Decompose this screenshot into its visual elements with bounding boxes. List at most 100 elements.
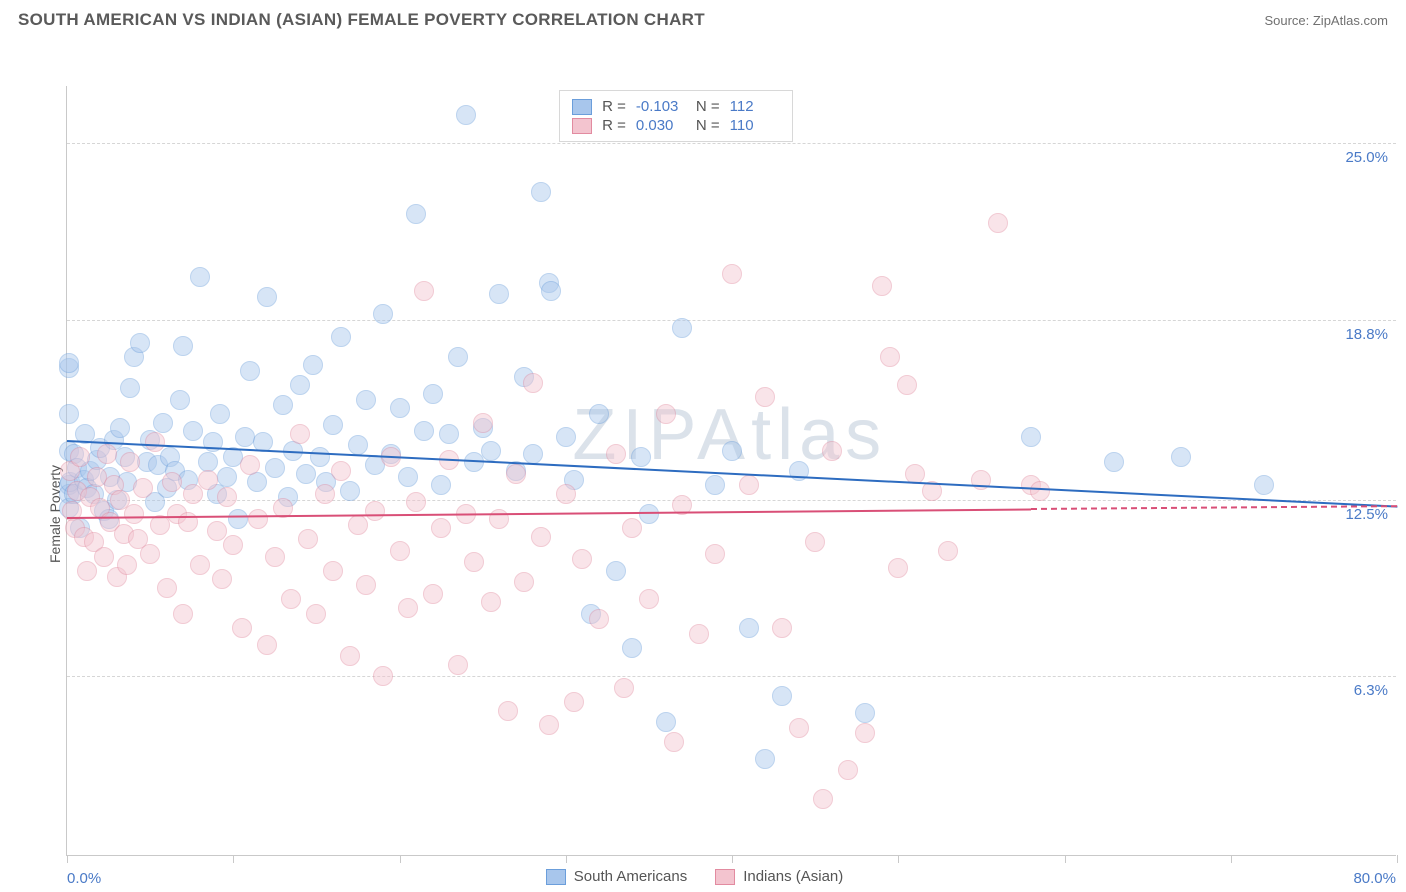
data-point — [755, 387, 775, 407]
data-point — [838, 760, 858, 780]
legend-label: Indians (Asian) — [743, 868, 843, 885]
stat-n-value: 112 — [730, 98, 780, 115]
stat-r-value: -0.103 — [636, 98, 686, 115]
data-point — [622, 638, 642, 658]
data-point — [406, 492, 426, 512]
data-point — [523, 444, 543, 464]
data-point — [210, 404, 230, 424]
x-axis-label-min: 0.0% — [67, 870, 101, 887]
data-point — [722, 441, 742, 461]
data-point — [464, 552, 484, 572]
data-point — [589, 404, 609, 424]
data-point — [880, 347, 900, 367]
stat-r-label: R = — [602, 117, 626, 134]
data-point — [298, 529, 318, 549]
data-point — [340, 481, 360, 501]
data-point — [212, 569, 232, 589]
data-point — [639, 589, 659, 609]
x-axis-label-max: 80.0% — [1353, 870, 1396, 887]
data-point — [162, 472, 182, 492]
data-point — [331, 327, 351, 347]
data-point — [531, 527, 551, 547]
data-point — [315, 484, 335, 504]
y-tick-label: 12.5% — [1345, 506, 1388, 523]
data-point — [157, 578, 177, 598]
data-point — [247, 472, 267, 492]
trend-line-extrapolated — [1031, 505, 1397, 510]
data-point — [281, 589, 301, 609]
chart-title: SOUTH AMERICAN VS INDIAN (ASIAN) FEMALE … — [18, 10, 705, 30]
data-point — [265, 547, 285, 567]
data-point — [94, 547, 114, 567]
data-point — [59, 353, 79, 373]
legend-item: Indians (Asian) — [715, 868, 843, 885]
stat-n-value: 110 — [730, 117, 780, 134]
stat-r-label: R = — [602, 98, 626, 115]
legend-swatch — [546, 869, 566, 885]
x-tick — [1397, 855, 1398, 863]
data-point — [414, 421, 434, 441]
data-point — [805, 532, 825, 552]
data-point — [257, 287, 277, 307]
data-point — [248, 509, 268, 529]
gridline — [67, 143, 1396, 144]
data-point — [265, 458, 285, 478]
data-point — [1030, 481, 1050, 501]
stat-n-label: N = — [696, 117, 720, 134]
series-swatch — [572, 99, 592, 115]
data-point — [290, 375, 310, 395]
data-point — [672, 318, 692, 338]
data-point — [614, 678, 634, 698]
data-point — [705, 544, 725, 564]
data-point — [481, 441, 501, 461]
data-point — [348, 515, 368, 535]
source-label: Source: ZipAtlas.com — [1264, 13, 1388, 28]
data-point — [489, 284, 509, 304]
legend-label: South Americans — [574, 868, 687, 885]
data-point — [133, 478, 153, 498]
data-point — [705, 475, 725, 495]
data-point — [664, 732, 684, 752]
data-point — [290, 424, 310, 444]
data-point — [198, 470, 218, 490]
correlation-stats-box: R =-0.103N =112R =0.030N =110 — [559, 90, 793, 142]
data-point — [398, 467, 418, 487]
data-point — [938, 541, 958, 561]
data-point — [240, 361, 260, 381]
data-point — [423, 384, 443, 404]
data-point — [130, 333, 150, 353]
data-point — [373, 666, 393, 686]
data-point — [124, 504, 144, 524]
data-point — [656, 404, 676, 424]
data-point — [406, 204, 426, 224]
x-tick — [732, 855, 733, 863]
data-point — [473, 413, 493, 433]
x-tick — [400, 855, 401, 863]
legend-swatch — [715, 869, 735, 885]
data-point — [589, 609, 609, 629]
data-point — [1171, 447, 1191, 467]
stat-n-label: N = — [696, 98, 720, 115]
data-point — [813, 789, 833, 809]
data-point — [296, 464, 316, 484]
data-point — [755, 749, 775, 769]
data-point — [739, 475, 759, 495]
data-point — [390, 541, 410, 561]
data-point — [523, 373, 543, 393]
data-point — [120, 452, 140, 472]
data-point — [506, 464, 526, 484]
data-point — [556, 427, 576, 447]
data-point — [448, 347, 468, 367]
data-point — [97, 444, 117, 464]
data-point — [173, 336, 193, 356]
watermark: ZIPAtlas — [572, 394, 887, 476]
data-point — [556, 484, 576, 504]
y-tick-label: 25.0% — [1345, 149, 1388, 166]
data-point — [622, 518, 642, 538]
gridline — [67, 500, 1396, 501]
stat-row: R = -0.103 N = 112 — [572, 97, 780, 116]
data-point — [606, 444, 626, 464]
x-tick — [566, 855, 567, 863]
plot-area: 6.3%12.5%18.8%25.0%0.0%80.0%Female Pover… — [66, 86, 1396, 856]
data-point — [190, 555, 210, 575]
